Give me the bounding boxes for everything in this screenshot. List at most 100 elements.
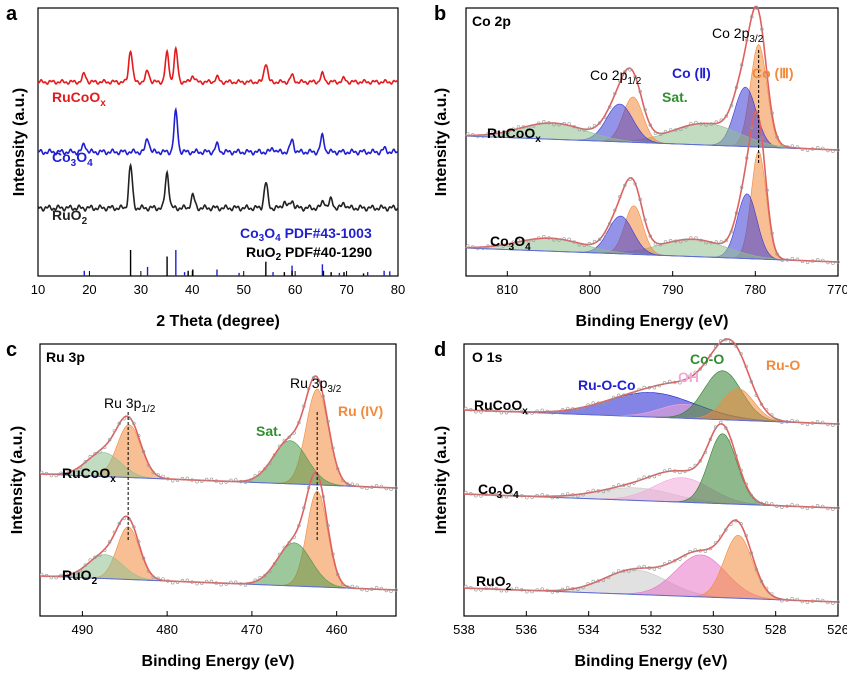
data-point: [596, 401, 600, 405]
data-point: [214, 479, 219, 483]
sample-label-ruo2: RuO2: [476, 573, 512, 593]
data-point: [647, 386, 651, 390]
data-point: [486, 132, 490, 136]
data-point: [586, 403, 590, 407]
label-ru-iv: Ru (IV): [338, 403, 383, 419]
data-point: [836, 600, 840, 604]
data-point: [703, 450, 708, 454]
xtick-label: 70: [339, 282, 353, 297]
xtick-label: 20: [82, 282, 96, 297]
data-point: [297, 420, 301, 425]
data-point: [394, 588, 398, 592]
data-point: [815, 504, 820, 508]
data-point: [673, 128, 678, 132]
data-point: [663, 240, 668, 244]
data-point: [229, 580, 233, 584]
data-point: [494, 493, 498, 497]
panel-a: a 10 20 30 40 50 60 70 80 2 Theta (degree) Inte…: [6, 3, 405, 330]
data-point: [673, 469, 677, 473]
data-point: [98, 450, 102, 454]
data-point: [494, 587, 498, 591]
data-point: [479, 588, 483, 592]
panel-b-letter: b: [434, 3, 446, 25]
data-point: [729, 340, 733, 344]
data-point: [476, 134, 480, 139]
data-point: [602, 232, 607, 236]
sample-label-rucoox: RuCoOx: [474, 397, 528, 417]
data-point: [810, 505, 815, 509]
data-point: [744, 38, 749, 42]
data-point: [836, 148, 840, 152]
data-point: [800, 599, 804, 604]
xtick-label: 470: [241, 622, 263, 637]
data-point: [171, 580, 175, 585]
data-point: [156, 576, 160, 580]
data-point: [530, 589, 534, 594]
data-point: [616, 483, 621, 487]
data-point: [678, 470, 682, 475]
data-point: [718, 420, 723, 425]
panel-a-xticks: 10 20 30 40 50 60 70 80: [31, 271, 405, 297]
data-point: [258, 575, 262, 580]
data-point: [49, 575, 53, 580]
data-point: [775, 252, 779, 256]
data-point: [586, 582, 590, 586]
data-point: [734, 454, 738, 458]
data-point: [282, 438, 286, 443]
data-point: [734, 344, 738, 348]
xtick-label: 490: [72, 622, 94, 637]
data-point: [708, 353, 713, 358]
data-point: [667, 468, 672, 472]
data-point: [805, 506, 810, 511]
data-point: [557, 238, 561, 242]
data-point: [59, 471, 63, 475]
data-point: [611, 395, 616, 400]
data-point: [481, 246, 485, 251]
data-point: [581, 493, 585, 497]
data-point: [560, 587, 565, 591]
data-point: [637, 565, 641, 569]
panel-d-ylabel: Intensity (a.u.): [433, 426, 450, 534]
data-point: [658, 132, 663, 136]
data-point: [749, 380, 753, 384]
label-co-o: Co-O: [690, 351, 724, 367]
data-point: [306, 486, 311, 490]
panel-d: d O 1s 538 536 534 532 530 528 526 Binding Ene…: [433, 338, 847, 670]
data-point: [719, 118, 723, 122]
data-point: [555, 589, 560, 594]
data-point: [200, 581, 204, 585]
panel-a-reference-lines: [38, 250, 398, 277]
data-point: [708, 437, 713, 442]
data-point: [592, 124, 597, 128]
data-point: [547, 121, 551, 125]
data-point: [642, 564, 646, 569]
data-point: [699, 238, 703, 243]
data-point: [536, 121, 541, 125]
data-point: [506, 243, 510, 247]
data-point: [557, 122, 561, 127]
data-point: [297, 524, 301, 528]
data-point: [606, 488, 611, 492]
data-point: [311, 473, 316, 477]
data-point: [627, 483, 631, 487]
data-point: [224, 582, 228, 586]
data-point: [384, 486, 388, 491]
data-point: [623, 183, 627, 188]
data-point: [374, 484, 379, 488]
data-point: [790, 256, 794, 261]
data-point: [83, 563, 88, 567]
data-point: [805, 600, 810, 605]
data-point: [718, 339, 723, 343]
label-ru-o-co: Ru-O-Co: [578, 377, 636, 393]
data-point: [724, 426, 728, 430]
fit-component: [463, 477, 839, 509]
data-point: [642, 475, 646, 479]
data-point: [567, 122, 571, 126]
data-point: [44, 471, 49, 476]
data-point: [272, 561, 277, 566]
data-point: [39, 470, 44, 475]
data-point: [596, 579, 600, 583]
xtick-label: 800: [579, 282, 601, 297]
data-point: [464, 406, 468, 411]
